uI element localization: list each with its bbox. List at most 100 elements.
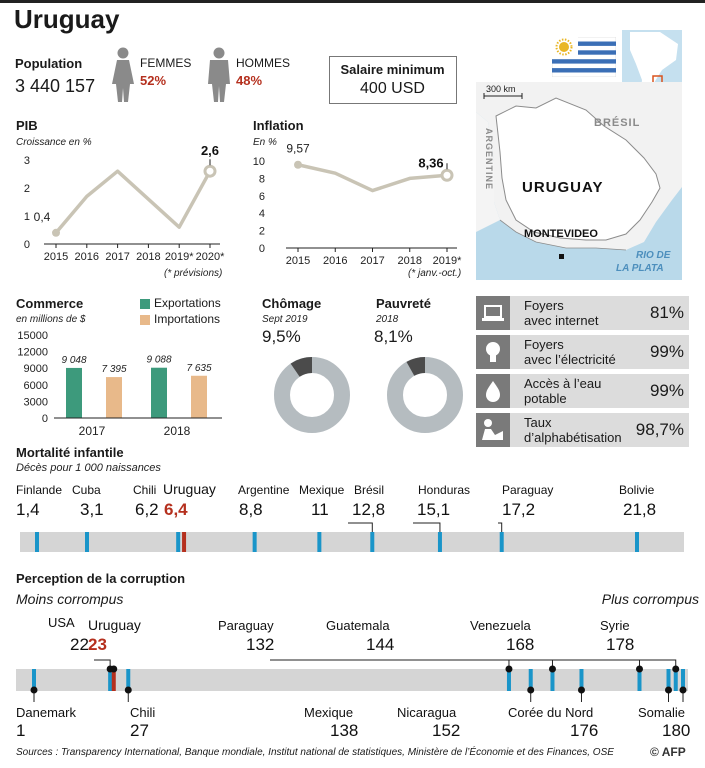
stat-internet-label: Foyers avec internet (524, 298, 599, 328)
donut-segment (406, 357, 426, 377)
y-tick-label: 9000 (24, 363, 48, 375)
population-label: Population (15, 56, 83, 71)
value-label: 1 (16, 721, 25, 740)
country-label: Finlande (16, 483, 62, 497)
y-tick-label: 6000 (24, 380, 48, 392)
country-label: Brésil (354, 483, 384, 497)
stat-row-literacy: Taux d’alphabétisation 98,7% (476, 413, 689, 447)
country-label: Guatemala (326, 618, 390, 633)
stat-water-label: Accès à l’eau potable (524, 376, 602, 406)
value-label: 176 (570, 721, 598, 740)
marker-dot (577, 686, 585, 694)
leader-line (530, 659, 640, 669)
bar-value-label: 9 088 (146, 355, 171, 366)
country-label: Danemark (16, 705, 76, 720)
x-tick-label: 2019* (165, 251, 194, 263)
y-tick-label: 3000 (24, 396, 48, 408)
value-label: 11 (311, 500, 329, 519)
leader-line (390, 659, 553, 669)
marker (32, 669, 36, 691)
marker (637, 669, 642, 691)
value-label: 6,2 (135, 500, 159, 519)
chomage-donut (274, 357, 350, 433)
x-tick-label: 2020* (196, 251, 225, 263)
pib-subtitle: Croissance en % (16, 137, 92, 148)
legend-import-swatch (140, 315, 150, 325)
x-tick-label: 2016 (323, 255, 347, 267)
y-tick-label: 0 (42, 413, 48, 425)
corruption-right-label: Plus corrompus (601, 591, 699, 607)
y-tick-label: 12000 (17, 347, 48, 359)
y-tick-label: 8 (259, 173, 265, 185)
pib-note: (* prévisions) (164, 268, 223, 279)
marker-dot (664, 686, 672, 694)
leader-line (270, 659, 510, 669)
y-tick-label: 6 (259, 191, 265, 203)
marker (673, 669, 678, 691)
country-label: Honduras (418, 483, 470, 497)
y-tick-label: 1 (24, 211, 30, 223)
laptop-icon (482, 305, 504, 321)
afp-logo: © AFP (650, 745, 686, 759)
value-label: 3,1 (80, 500, 104, 519)
capital-marker (559, 254, 564, 259)
pauvrete-value: 8,1% (374, 327, 413, 346)
map-river2: LA PLATA (616, 263, 664, 274)
population-value: 3 440 157 (15, 76, 96, 96)
pauvrete-title: Pauvreté (376, 296, 431, 311)
data-point (440, 168, 454, 182)
marker (126, 669, 131, 691)
x-tick-label: 2017 (105, 251, 129, 263)
country-label: Cuba (72, 483, 101, 497)
marker-dot (505, 665, 513, 673)
salary-box: Salaire minimum 400 USD (329, 56, 457, 104)
country-label: Paraguay (218, 618, 274, 633)
pib-title: PIB (16, 118, 38, 133)
y-tick-label: 0 (24, 239, 30, 251)
marker-dot (110, 665, 118, 673)
last-value-label: 8,36 (418, 155, 443, 170)
stat-internet-value: 81% (649, 303, 684, 322)
uruguay-map: 300 km BRÉSIL ARGENTINE URUGUAY MONTEVID… (476, 82, 682, 280)
x-tick-label: 2018 (164, 424, 191, 438)
data-point (203, 164, 217, 178)
x-tick-label: 2017 (360, 255, 384, 267)
x-tick-label: 2015 (44, 251, 68, 263)
first-value-label: 9,57 (286, 142, 310, 156)
corruption-title: Perception de la corruption (16, 571, 186, 586)
stat-row-electricity: Foyers avec l’électricité 99% (476, 335, 689, 369)
value-label: 138 (330, 721, 358, 740)
country-label: Paraguay (502, 483, 553, 497)
country-label: Somalie (638, 705, 685, 720)
y-tick-label: 0 (259, 243, 265, 255)
country-label: Bolivie (619, 483, 655, 497)
x-tick-label: 2018 (398, 255, 422, 267)
stat-literacy-value: 98,7% (635, 420, 684, 439)
series-line (54, 169, 212, 234)
commerce-chart: 0 3000 6000 9000 12000 15000 9 048 7 395 2017 9 0… (17, 330, 222, 438)
legend-export-swatch (140, 299, 150, 309)
stat-electricity-label: Foyers avec l’électricité (524, 337, 616, 367)
pauvrete-donut (387, 357, 463, 433)
country-label: USA (48, 615, 75, 630)
marker-dot (672, 665, 680, 673)
last-value-label: 2,6 (201, 143, 219, 158)
salary-value: 400 USD (360, 80, 425, 97)
water-drop-icon (486, 381, 500, 402)
legend-import-label: Importations (154, 312, 221, 326)
value-label: 6,4 (164, 500, 188, 519)
x-tick-label: 2017 (79, 424, 106, 438)
commerce-title: Commerce (16, 296, 84, 311)
y-tick-label: 2 (24, 183, 30, 195)
commerce-subtitle: en millions de $ (16, 314, 86, 325)
value-label: 27 (130, 721, 149, 740)
map-capital: MONTEVIDEO (524, 228, 598, 240)
stat-row-internet: Foyers avec internet 81% (476, 296, 689, 330)
value-label: 1,4 (16, 500, 40, 519)
chomage-title: Chômage (262, 296, 322, 311)
inflation-chart: 0 2 4 6 8 10 2015 2016 2017 2018 2019* 9,57 8,36 (253, 142, 462, 267)
chomage-subtitle: Sept 2019 (262, 314, 308, 325)
pib-chart: 0 1 2 3 2015 2016 2017 2018 2019* 2020* 0,4 2,6 (24, 143, 225, 263)
bar (191, 375, 207, 418)
